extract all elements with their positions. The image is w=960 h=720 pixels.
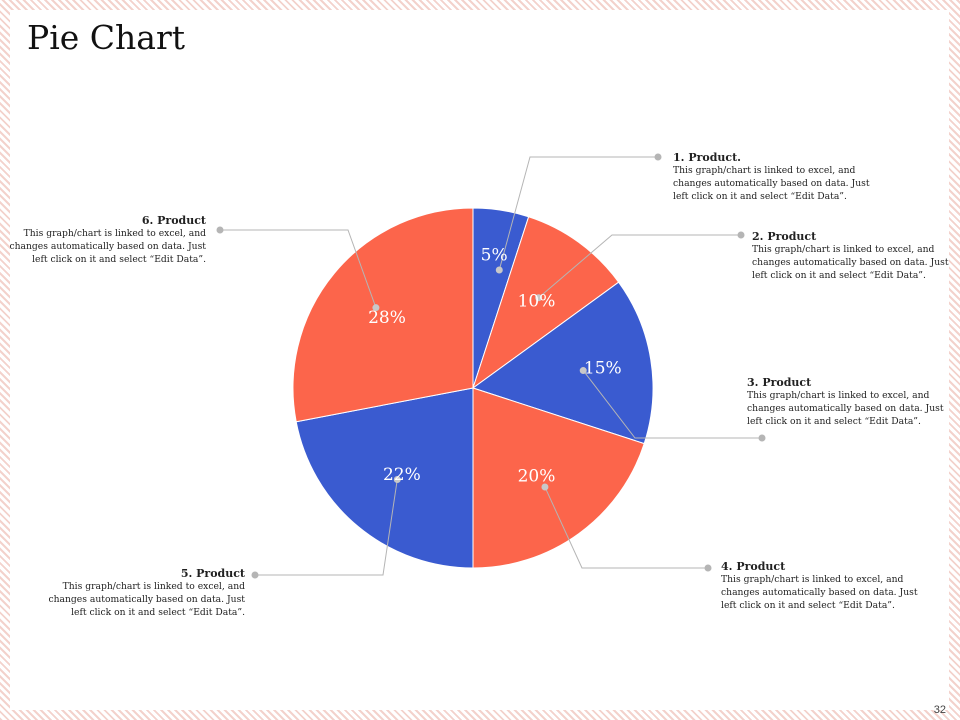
- callout-desc: This graph/chart is linked to excel, and…: [721, 574, 918, 611]
- page-title: Pie Chart: [27, 18, 185, 57]
- callout-title: 5. Product: [180, 567, 245, 580]
- callout-title: 2. Product: [752, 230, 817, 243]
- leader-end-dot: [704, 564, 712, 572]
- leader-line: [582, 370, 762, 439]
- leader-line: [220, 229, 377, 308]
- pie-slice-4[interactable]: [472, 387, 645, 569]
- pie-slice-6[interactable]: [292, 207, 474, 423]
- slice-percent-label: 5%: [481, 246, 508, 266]
- leader-line: [538, 234, 741, 299]
- callout-desc: This graph/chart is linked to excel, and…: [752, 244, 949, 281]
- leader-line: [544, 486, 708, 569]
- leader-end-dot: [654, 153, 662, 161]
- pie-slice-2[interactable]: [472, 216, 620, 390]
- callout-product-2: 2. Product This graph/chart is linked to…: [752, 230, 950, 282]
- leader-line: [498, 156, 658, 271]
- slice-percent-label: 22%: [383, 465, 421, 485]
- leader-end-dot: [758, 434, 766, 442]
- leader-lines: [216, 153, 766, 579]
- leader-start-dot: [541, 483, 549, 491]
- callout-title: 1. Product.: [673, 151, 742, 164]
- callout-product-4: 4. Product This graph/chart is linked to…: [721, 560, 919, 612]
- leader-start-dot: [535, 294, 543, 302]
- page-number: 32: [933, 704, 946, 716]
- leader-start-dot: [393, 476, 401, 484]
- callout-title: 6. Product: [141, 214, 206, 227]
- callout-desc: This graph/chart is linked to excel, and…: [673, 165, 870, 202]
- slice-percent-label: 28%: [368, 308, 406, 328]
- slice-percent-label: 10%: [518, 292, 556, 312]
- leader-line: [255, 479, 398, 576]
- callout-title: 4. Product: [721, 560, 786, 573]
- slice-percent-label: 20%: [518, 466, 556, 486]
- leader-end-dot: [216, 226, 224, 234]
- leader-start-dot: [579, 367, 587, 375]
- callout-title: 3. Product: [747, 376, 812, 389]
- pie-slice-5[interactable]: [295, 387, 474, 569]
- leader-end-dot: [737, 231, 745, 239]
- callout-desc: This graph/chart is linked to excel, and…: [747, 390, 944, 427]
- pie-slices: [292, 207, 654, 569]
- callout-desc: This graph/chart is linked to excel, and…: [48, 581, 245, 618]
- percent-labels: 5% 10% 15% 20% 22% 28%: [368, 246, 622, 487]
- callout-product-1: 1. Product. This graph/chart is linked t…: [673, 151, 871, 203]
- leader-end-dot: [251, 571, 259, 579]
- callout-product-3: 3. Product This graph/chart is linked to…: [747, 376, 945, 428]
- slice-percent-label: 15%: [584, 358, 622, 378]
- leader-start-dot: [495, 266, 503, 274]
- callout-product-5: 5. Product This graph/chart is linked to…: [47, 567, 245, 619]
- callout-product-6: 6. Product This graph/chart is linked to…: [8, 214, 206, 266]
- callout-desc: This graph/chart is linked to excel, and…: [9, 228, 206, 265]
- leader-start-dot: [372, 304, 380, 312]
